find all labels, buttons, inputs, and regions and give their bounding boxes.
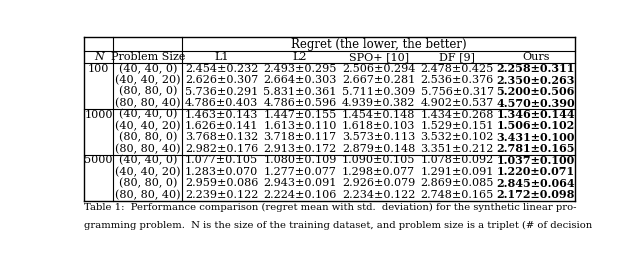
Text: 3.431±0.100: 3.431±0.100: [497, 132, 575, 143]
Text: 4.939±0.382: 4.939±0.382: [342, 98, 415, 108]
Text: DF [9]: DF [9]: [439, 52, 475, 62]
Text: 1.346±0.144: 1.346±0.144: [497, 109, 575, 120]
Text: 1.506±0.102: 1.506±0.102: [497, 120, 575, 131]
Text: (40, 40, 20): (40, 40, 20): [115, 121, 180, 131]
Text: 1000: 1000: [84, 109, 113, 120]
Text: 1.618±0.103: 1.618±0.103: [342, 121, 415, 131]
Text: 2.172±0.098: 2.172±0.098: [497, 189, 575, 200]
Text: 4.786±0.596: 4.786±0.596: [264, 98, 337, 108]
Text: 1.077±0.105: 1.077±0.105: [185, 155, 258, 166]
Text: 2.626±0.307: 2.626±0.307: [185, 75, 258, 85]
Text: 3.718±0.117: 3.718±0.117: [264, 132, 337, 143]
Text: 1.463±0.143: 1.463±0.143: [185, 109, 258, 120]
Text: 2.239±0.122: 2.239±0.122: [185, 190, 258, 200]
Text: 2.913±0.172: 2.913±0.172: [264, 144, 337, 154]
Text: 2.258±0.311: 2.258±0.311: [497, 63, 575, 74]
Text: 3.768±0.132: 3.768±0.132: [185, 132, 258, 143]
Text: 2.748±0.165: 2.748±0.165: [420, 190, 494, 200]
Text: 1.626±0.141: 1.626±0.141: [185, 121, 258, 131]
Text: 4.786±0.403: 4.786±0.403: [185, 98, 258, 108]
Text: (40, 40, 0): (40, 40, 0): [118, 155, 177, 166]
Text: 3.351±0.212: 3.351±0.212: [420, 144, 494, 154]
Text: (80, 80, 0): (80, 80, 0): [118, 178, 177, 189]
Text: 2.781±0.165: 2.781±0.165: [497, 143, 575, 154]
Text: 2.454±0.232: 2.454±0.232: [185, 64, 258, 74]
Text: 2.845±0.064: 2.845±0.064: [497, 178, 575, 189]
Text: 5.736±0.291: 5.736±0.291: [185, 87, 258, 97]
Text: SPO+ [10]: SPO+ [10]: [349, 52, 409, 62]
Text: gramming problem.  N is the size of the training dataset, and problem size is a : gramming problem. N is the size of the t…: [84, 221, 592, 230]
Text: 5.711±0.309: 5.711±0.309: [342, 87, 415, 97]
Text: 1.277±0.077: 1.277±0.077: [264, 167, 337, 177]
Text: 5.831±0.361: 5.831±0.361: [263, 87, 337, 97]
Text: 1.291±0.091: 1.291±0.091: [420, 167, 494, 177]
Text: 4.902±0.537: 4.902±0.537: [420, 98, 494, 108]
Text: 1.298±0.077: 1.298±0.077: [342, 167, 415, 177]
Text: 2.350±0.263: 2.350±0.263: [497, 74, 575, 85]
Text: (80, 80, 40): (80, 80, 40): [115, 98, 180, 108]
Text: 3.573±0.113: 3.573±0.113: [342, 132, 415, 143]
Text: 1.454±0.148: 1.454±0.148: [342, 109, 415, 120]
Text: 1.613±0.110: 1.613±0.110: [263, 121, 337, 131]
Text: (40, 40, 0): (40, 40, 0): [118, 63, 177, 74]
Text: L1: L1: [214, 52, 228, 62]
Text: (40, 40, 20): (40, 40, 20): [115, 167, 180, 177]
Text: (80, 80, 0): (80, 80, 0): [118, 132, 177, 143]
Text: Regret (the lower, the better): Regret (the lower, the better): [291, 38, 467, 51]
Text: 2.926±0.079: 2.926±0.079: [342, 178, 415, 189]
Text: Table 1:  Performance comparison (regret mean with std.  deviation) for the synt: Table 1: Performance comparison (regret …: [84, 203, 577, 212]
Text: 2.234±0.122: 2.234±0.122: [342, 190, 415, 200]
Text: 5.756±0.317: 5.756±0.317: [420, 87, 493, 97]
Text: 2.664±0.303: 2.664±0.303: [263, 75, 337, 85]
Text: 1.220±0.071: 1.220±0.071: [497, 166, 575, 177]
Text: (40, 40, 0): (40, 40, 0): [118, 109, 177, 120]
Text: 4.570±0.390: 4.570±0.390: [497, 97, 575, 108]
Text: 3.532±0.102: 3.532±0.102: [420, 132, 494, 143]
Text: 2.493±0.295: 2.493±0.295: [263, 64, 337, 74]
Text: 5.200±0.506: 5.200±0.506: [497, 86, 575, 97]
Text: N: N: [94, 52, 104, 62]
Text: 2.224±0.106: 2.224±0.106: [263, 190, 337, 200]
Text: 1.447±0.155: 1.447±0.155: [264, 109, 337, 120]
Text: (40, 40, 20): (40, 40, 20): [115, 75, 180, 85]
Text: 2.879±0.148: 2.879±0.148: [342, 144, 415, 154]
Text: Problem Size: Problem Size: [111, 52, 185, 62]
Text: (80, 80, 40): (80, 80, 40): [115, 190, 180, 200]
Text: 2.959±0.086: 2.959±0.086: [185, 178, 258, 189]
Text: 2.506±0.294: 2.506±0.294: [342, 64, 415, 74]
Text: 1.090±0.105: 1.090±0.105: [342, 155, 415, 166]
Text: 5000: 5000: [84, 155, 113, 166]
Text: 2.943±0.091: 2.943±0.091: [263, 178, 337, 189]
Text: 2.536±0.376: 2.536±0.376: [420, 75, 494, 85]
Text: 2.478±0.425: 2.478±0.425: [420, 64, 494, 74]
Text: 1.080±0.109: 1.080±0.109: [263, 155, 337, 166]
Text: 2.869±0.085: 2.869±0.085: [420, 178, 494, 189]
Text: 1.529±0.151: 1.529±0.151: [420, 121, 494, 131]
Text: 1.037±0.100: 1.037±0.100: [497, 155, 575, 166]
Text: 2.982±0.176: 2.982±0.176: [185, 144, 258, 154]
Text: 1.434±0.268: 1.434±0.268: [420, 109, 494, 120]
Text: Ours: Ours: [522, 52, 550, 62]
Text: L2: L2: [292, 52, 307, 62]
Text: 100: 100: [88, 64, 109, 74]
Text: 1.283±0.070: 1.283±0.070: [185, 167, 258, 177]
Text: 1.078±0.092: 1.078±0.092: [420, 155, 494, 166]
Text: (80, 80, 0): (80, 80, 0): [118, 86, 177, 97]
Text: (80, 80, 40): (80, 80, 40): [115, 144, 180, 154]
Text: 2.667±0.281: 2.667±0.281: [342, 75, 415, 85]
